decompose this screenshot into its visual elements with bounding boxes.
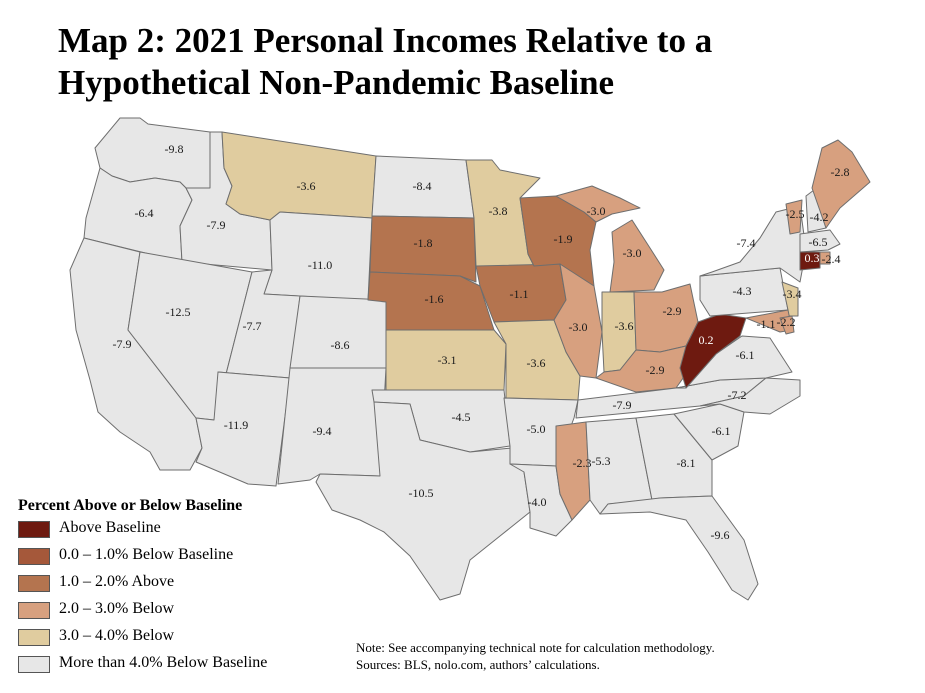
state-shape-wv: [679, 313, 747, 389]
legend-item-3-4-below: 3.0 – 4.0% Below: [18, 626, 348, 653]
state-value-labels: -9.8 -6.4 -7.9 -7.9 -12.5 -3.6 -11.0 -7.7 -11.9 -…: [113, 142, 850, 542]
state-value-label-oh: -2.9: [663, 304, 682, 318]
state-shape-miu: [555, 185, 641, 223]
state-value-label-ct: 0.3: [805, 251, 820, 265]
state-value-label-ms: -2.3: [573, 456, 592, 470]
state-shape-sd: [369, 215, 477, 283]
state-value-label-il: -3.0: [569, 320, 588, 334]
page-title-line-1: Map 2: 2021 Personal Incomes Relative to…: [58, 21, 713, 60]
state-value-label-la: -4.0: [528, 495, 547, 509]
state-value-label-mt: -3.6: [297, 179, 316, 193]
methodology-note: Note: See accompanying technical note fo…: [356, 640, 715, 655]
state-value-label-ga: -8.1: [677, 456, 696, 470]
state-value-label-nd: -8.4: [413, 179, 432, 193]
state-value-label-al: -5.3: [592, 454, 611, 468]
legend-label: 0.0 – 1.0% Below Baseline: [59, 546, 234, 563]
state-value-label-ri: -2.4: [822, 252, 841, 266]
legend-item-above: Above Baseline: [18, 518, 348, 545]
state-shape-me: [811, 139, 871, 229]
state-shape-vt: [785, 199, 803, 235]
state-value-label-vt: -2.5: [786, 207, 805, 221]
state-value-label-de: -1.1: [757, 317, 776, 331]
state-value-label-nm: -9.4: [313, 424, 332, 438]
state-value-label-az: -11.9: [224, 418, 249, 432]
legend-swatch: [18, 548, 50, 565]
state-value-label-ca: -7.9: [113, 337, 132, 351]
state-value-label-wy: -11.0: [308, 258, 333, 272]
state-value-label-ny: -7.4: [737, 236, 756, 250]
state-value-label-tx: -10.5: [409, 486, 434, 500]
legend-label: 2.0 – 3.0% Below: [59, 600, 175, 617]
state-shape-mi: [609, 219, 665, 293]
state-value-label-ok: -4.5: [452, 410, 471, 424]
state-value-label-md: -2.2: [777, 315, 796, 329]
state-shape-il: [553, 263, 603, 379]
state-value-label-mo: -3.6: [527, 356, 546, 370]
state-value-label-nv: -12.5: [166, 305, 191, 319]
state-value-label-in: -3.6: [615, 319, 634, 333]
sources-note: Sources: BLS, nolo.com, authors’ calcula…: [356, 657, 600, 672]
source-note: Note: See accompanying technical note fo…: [356, 639, 715, 673]
legend-swatch: [18, 521, 50, 538]
state-value-label-ky: -2.9: [646, 363, 665, 377]
state-value-label-wv: 0.2: [699, 333, 714, 347]
legend-swatch: [18, 602, 50, 619]
state-value-label-tn: -7.9: [613, 398, 632, 412]
state-shape-ri: [819, 251, 831, 265]
state-shape-ma: [799, 229, 841, 253]
legend-label: Above Baseline: [59, 519, 161, 536]
state-value-label-pa: -4.3: [733, 284, 752, 298]
state-shape-mt: [221, 131, 377, 221]
state-value-label-ma: -6.5: [809, 235, 828, 249]
page-title: Map 2: 2021 Personal Incomes Relative to…: [58, 20, 898, 104]
state-shape-tx: [315, 401, 531, 601]
state-shape-nc: [699, 377, 801, 415]
legend-label: More than 4.0% Below Baseline: [59, 654, 268, 671]
legend-item-more-than-4-below: More than 4.0% Below Baseline: [18, 653, 348, 680]
legend-item-2-3-below: 2.0 – 3.0% Below: [18, 599, 348, 626]
state-value-label-ar: -5.0: [527, 422, 546, 436]
state-value-label-fl: -9.6: [711, 528, 730, 542]
state-shape-de: [779, 315, 795, 335]
state-shape-ny: [699, 205, 807, 283]
legend-title: Percent Above or Below Baseline: [18, 497, 243, 514]
state-value-label-nc: -7.2: [728, 388, 747, 402]
state-value-label-wi: -1.9: [554, 232, 573, 246]
state-shape-co: [289, 295, 389, 369]
state-shape-wy: [263, 211, 373, 301]
state-shape-ks: [385, 329, 507, 391]
state-value-label-me: -2.8: [831, 165, 850, 179]
map-legend: Percent Above or Below Baseline Above Ba…: [18, 496, 348, 680]
state-value-label-id: -7.9: [207, 218, 226, 232]
legend-label: 1.0 – 2.0% Above: [59, 573, 175, 590]
state-value-label-sc: -6.1: [712, 424, 731, 438]
state-value-label-ia: -1.1: [510, 287, 529, 301]
state-value-label-or: -6.4: [135, 206, 154, 220]
state-shape-nm: [277, 367, 387, 485]
state-shapes: [69, 117, 871, 601]
state-value-label-wa: -9.8: [165, 142, 184, 156]
state-value-label-ut: -7.7: [243, 319, 262, 333]
state-value-label-mi: -3.0: [623, 246, 642, 260]
state-shape-fl: [599, 495, 759, 601]
legend-label: 3.0 – 4.0% Below: [59, 627, 175, 644]
state-value-label-ne: -1.6: [425, 292, 444, 306]
state-value-label-nj: -3.4: [783, 287, 802, 301]
state-shape-ct: [799, 251, 821, 271]
state-value-label-miu: -3.0: [587, 204, 606, 218]
state-value-label-sd: -1.8: [414, 236, 433, 250]
page-title-line-2: Hypothetical Non-Pandemic Baseline: [58, 63, 615, 102]
legend-swatch: [18, 575, 50, 592]
state-value-label-va: -6.1: [736, 348, 755, 362]
legend-swatch: [18, 656, 50, 673]
legend-swatch: [18, 629, 50, 646]
state-value-label-mn: -3.8: [489, 204, 508, 218]
state-value-label-ks: -3.1: [438, 353, 457, 367]
legend-item-1-2: 1.0 – 2.0% Above: [18, 572, 348, 599]
legend-item-0-1-below: 0.0 – 1.0% Below Baseline: [18, 545, 348, 572]
state-shape-sc: [673, 403, 745, 461]
state-value-label-co: -8.6: [331, 338, 350, 352]
state-value-label-nh: -4.2: [810, 210, 829, 224]
